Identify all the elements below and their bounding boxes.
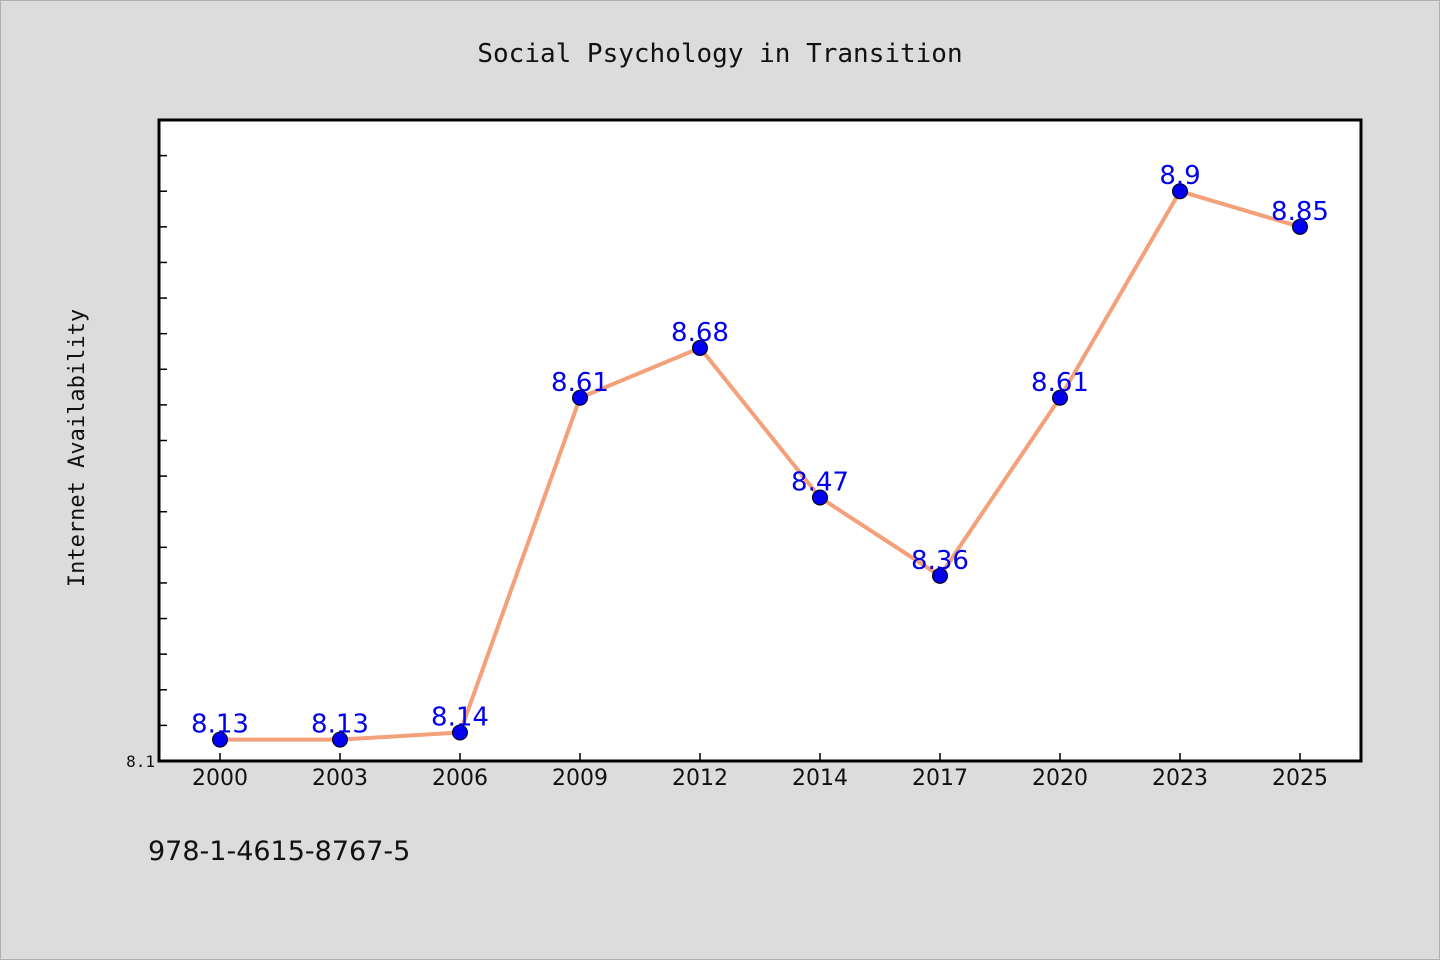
data-label: 8.13 [191,710,249,740]
data-point [452,724,468,741]
data-point [932,567,948,584]
data-label: 8.85 [1271,197,1329,227]
x-axis-ticks: 2000 2003 2006 2009 2012 2014 2017 2020 2023 2025 [192,753,1328,791]
x-tick-label: 2000 [192,766,248,791]
data-point [1052,389,1068,406]
x-tick-label: 2025 [1272,766,1328,791]
data-point [812,489,828,506]
series-markers [212,183,1308,748]
series-labels: 8.13 8.13 8.14 8.61 8.68 8.47 8.36 8.61 8.9 8.85 [191,161,1329,739]
x-tick-label: 2014 [792,766,848,791]
chart-title: Social Psychology in Transition [477,39,962,69]
x-tick-label: 2012 [672,766,728,791]
x-tick-label: 2006 [432,766,488,791]
x-tick-label: 2017 [912,766,968,791]
y-tick-label: 8.1 [126,752,155,771]
data-point [332,731,348,748]
data-label: 8.14 [431,703,489,733]
data-label: 8.9 [1159,161,1200,191]
data-point [1172,183,1188,200]
isbn-text: 978-1-4615-8767-5 [148,836,411,867]
y-axis-label: Internet Availability [65,309,90,587]
series-lines [218,189,1302,742]
data-label: 8.13 [311,710,369,740]
data-label: 8.61 [551,368,609,398]
x-tick-label: 2003 [312,766,368,791]
series-line [218,189,1302,742]
x-tick-label: 2020 [1032,766,1088,791]
data-label: 8.68 [671,318,729,348]
data-label: 8.61 [1031,368,1089,398]
data-point [692,339,708,356]
data-label: 8.36 [911,546,969,576]
y-axis-ticks: 8.1 [126,119,167,771]
x-tick-label: 2009 [552,766,608,791]
data-point [212,731,228,748]
plot-area [157,118,1363,763]
data-point [1292,218,1308,235]
data-label: 8.47 [791,467,849,497]
data-point [572,389,588,406]
x-tick-label: 2023 [1152,766,1208,791]
